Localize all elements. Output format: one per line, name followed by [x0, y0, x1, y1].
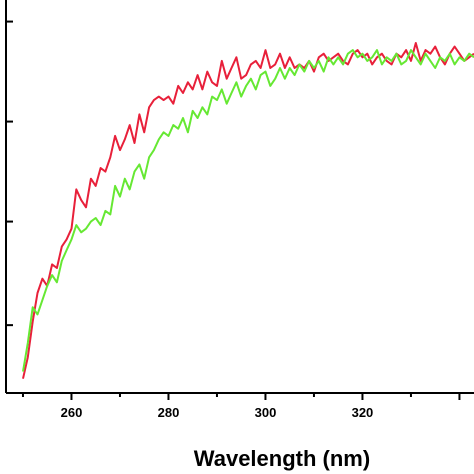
plot-frame	[5, 0, 474, 394]
x-tick-label: 300	[255, 405, 277, 420]
y-axis-ticks	[6, 20, 13, 327]
x-tick-label: 320	[352, 405, 374, 420]
x-axis-ticks: 260 280 300 320	[21, 393, 461, 420]
series-line-1	[22, 42, 474, 379]
x-axis-title: Wavelength (nm)	[194, 446, 370, 471]
x-tick-label: 260	[61, 405, 83, 420]
series-layer	[22, 42, 474, 379]
series-line-2	[22, 49, 474, 372]
x-tick-label: 280	[158, 405, 180, 420]
